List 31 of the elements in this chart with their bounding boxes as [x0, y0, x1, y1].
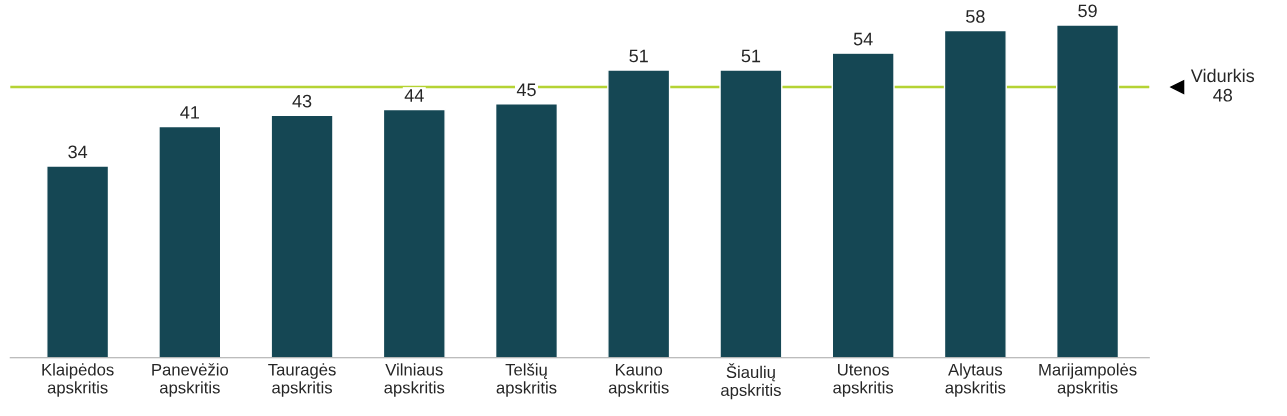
x-tick-label: Tauragės apskritis [268, 363, 336, 397]
x-tick-label: Panevėžio apskritis [152, 363, 229, 397]
bar [943, 29, 1007, 358]
data-label: 43 [292, 94, 312, 108]
x-tick-label: Šiaulių apskritis [721, 363, 781, 400]
data-label: 51 [629, 49, 648, 63]
data-label: 51 [741, 49, 761, 63]
data-label: 34 [68, 145, 88, 159]
data-label: 54 [853, 32, 873, 46]
data-label: 45 [516, 83, 536, 97]
data-label: 59 [1078, 4, 1097, 18]
bar [158, 125, 222, 358]
bar [270, 114, 334, 358]
x-tick-label: Alytaus apskritis [945, 363, 1006, 397]
ref-line-label: Vidurkis 48 [1190, 68, 1255, 102]
bar [831, 52, 895, 358]
bar [46, 165, 110, 358]
bar [494, 103, 559, 358]
data-label: 41 [180, 106, 199, 119]
x-tick-label: Vilniaus apskritis [384, 363, 445, 397]
x-tick-label: Telšių apskritis [496, 363, 557, 397]
bar [1056, 24, 1120, 358]
bar [719, 69, 783, 358]
x-tick-label: Klaipėdos apskritis [42, 363, 114, 397]
data-label: 44 [404, 89, 424, 102]
bar [382, 108, 446, 358]
x-tick-label: Marijampolės apskritis [1039, 363, 1137, 397]
x-tick-label: Kauno apskritis [608, 363, 669, 397]
bar [607, 69, 671, 358]
x-tick-label: Utenos apskritis [833, 363, 894, 397]
data-label: 58 [966, 10, 985, 23]
